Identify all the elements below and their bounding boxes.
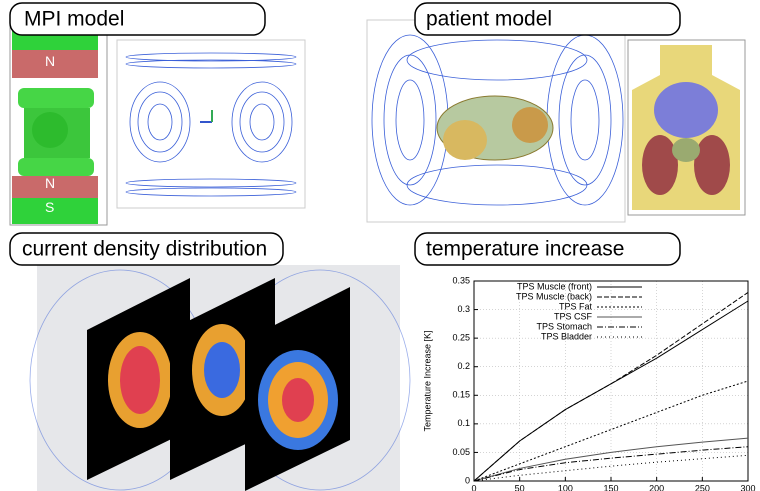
y-tick-label: 0.35 [452,275,470,285]
mpi-coils [117,40,305,208]
y-tick-label: 0.25 [452,333,470,343]
y-tick-label: 0.05 [452,447,470,457]
patient-coils [367,20,625,222]
figure: N N S [0,0,760,491]
x-tick-label: 0 [471,483,476,491]
y-axis-label: Temperature Increase [K] [422,330,432,431]
y-tick-label: 0 [465,475,470,485]
legend-label: TPS Muscle (front) [517,281,592,291]
x-tick-label: 100 [558,483,573,491]
svg-text:N: N [45,175,55,191]
current-density-image [30,265,410,491]
x-tick-label: 50 [515,483,525,491]
legend-label: TPS CSF [554,311,593,321]
x-tick-label: 300 [740,483,755,491]
patient-body [628,40,745,215]
x-tick-label: 250 [695,483,710,491]
panel-label: patient model [426,8,552,31]
y-tick-label: 0.1 [457,418,470,428]
svg-text:N: N [45,53,55,69]
x-tick-label: 150 [603,483,618,491]
panel-label: temperature increase [426,238,624,261]
legend-label: TPS Stomach [536,321,592,331]
chart: 0 0.05 0.1 0.15 0.2 0.25 0.3 0.35 0 50 100 150 200 25… [417,266,756,491]
legend-label: TPS Bladder [541,331,592,341]
y-tick-label: 0.15 [452,390,470,400]
mpi-magnets: N N S [10,20,107,225]
svg-text:S: S [45,199,54,215]
panel-label: current density distribution [22,238,267,261]
panel-label: MPI model [24,8,124,31]
legend-label: TPS Muscle (back) [516,291,592,301]
y-tick-label: 0.2 [457,361,470,371]
legend-label: TPS Fat [559,301,593,311]
x-tick-label: 200 [649,483,664,491]
y-tick-label: 0.3 [457,304,470,314]
